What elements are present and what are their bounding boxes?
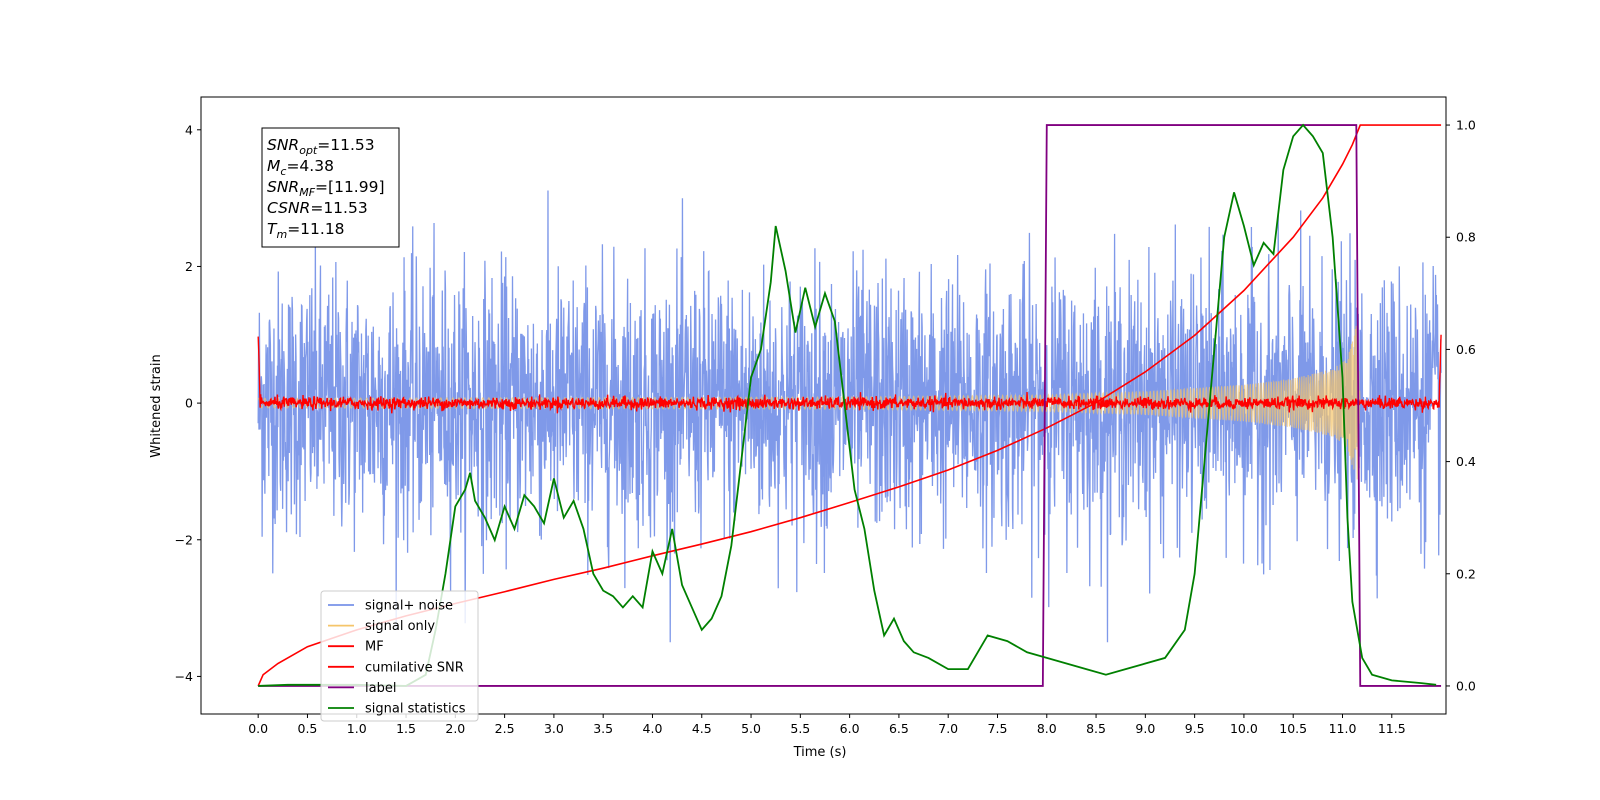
annotation-line: Mc=4.38 [267, 157, 334, 178]
legend-label: MF [365, 640, 384, 655]
y2-tick-label: 0.2 [1456, 566, 1476, 581]
x-tick-label: 1.5 [396, 721, 416, 736]
legend-label: signal only [365, 619, 435, 634]
x-tick-label: 5.5 [790, 721, 810, 736]
annotation-frame [261, 127, 400, 248]
x-axis-label: Time (s) [793, 745, 847, 760]
annotation-line: SNRMF=[11.99] [267, 178, 385, 199]
y-axis-label: Whitened strain [149, 354, 164, 457]
legend-label: label [365, 681, 396, 696]
series-signal-only [257, 325, 1361, 480]
x-tick-label: 0.0 [248, 721, 268, 736]
x-tick-label: 2.5 [495, 721, 515, 736]
x-tick-label: 3.5 [593, 721, 613, 736]
x-tick-label: 9.0 [1135, 721, 1155, 736]
y2-tick-label: 0.4 [1456, 454, 1476, 469]
legend-label: signal statistics [365, 702, 466, 717]
x-tick-label: 1.0 [347, 721, 367, 736]
legend-frame [320, 590, 479, 722]
x-tick-label: 11.0 [1329, 721, 1357, 736]
y2-tick-label: 0.8 [1456, 230, 1476, 245]
x-tick-label: 5.0 [741, 721, 761, 736]
x-tick-label: 10.0 [1230, 721, 1258, 736]
y-axis-left: −4 −2 0 2 4 [175, 122, 201, 684]
series-signal-noise [257, 190, 1442, 643]
legend: signal+ noise signal only MF cumilative SNR… [320, 590, 479, 722]
annotation-line: Tm=11.18 [267, 220, 345, 241]
x-tick-label: 9.5 [1185, 721, 1205, 736]
y-axis-right: 0.0 0.2 0.4 0.6 0.8 1.0 [1446, 118, 1476, 693]
x-tick-label: 4.0 [643, 721, 663, 736]
x-tick-label: 6.5 [889, 721, 909, 736]
series-label [258, 124, 1442, 687]
y-tick-label: 2 [185, 259, 193, 274]
plot-frame [200, 96, 1447, 715]
y-tick-label: 4 [185, 122, 193, 137]
x-tick-label: 4.5 [692, 721, 712, 736]
y-tick-label: 0 [185, 396, 193, 411]
x-axis: 0.0 0.5 1.0 1.5 2.0 2.5 3.0 3.5 4.0 4.5 5.0 5.5 6.0 6… [248, 714, 1406, 736]
annotation-line: CSNR=11.53 [267, 199, 368, 217]
x-tick-label: 10.5 [1279, 721, 1307, 736]
y-tick-label: −4 [175, 669, 193, 684]
y-tick-label: −2 [175, 532, 193, 547]
legend-label: signal+ noise [365, 599, 453, 614]
series-mf [257, 334, 1442, 414]
x-tick-label: 7.0 [938, 721, 958, 736]
x-tick-label: 8.0 [1037, 721, 1057, 736]
series-signal-statistics [258, 123, 1437, 687]
x-tick-label: 2.0 [445, 721, 465, 736]
x-tick-label: 7.5 [988, 721, 1008, 736]
annotation-box: SNRopt=11.53Mc=4.38SNRMF=[11.99]CSNR=11.… [261, 127, 400, 248]
x-tick-label: 6.0 [840, 721, 860, 736]
y2-tick-label: 0.6 [1456, 342, 1476, 357]
y2-tick-label: 1.0 [1456, 118, 1476, 133]
x-tick-label: 11.5 [1378, 721, 1406, 736]
x-tick-label: 8.5 [1086, 721, 1106, 736]
legend-label: cumilative SNR [365, 660, 464, 675]
y2-tick-label: 0.0 [1456, 678, 1476, 693]
annotation-line: SNRopt=11.53 [267, 136, 375, 157]
x-tick-label: 0.5 [298, 721, 318, 736]
x-tick-label: 3.0 [544, 721, 564, 736]
